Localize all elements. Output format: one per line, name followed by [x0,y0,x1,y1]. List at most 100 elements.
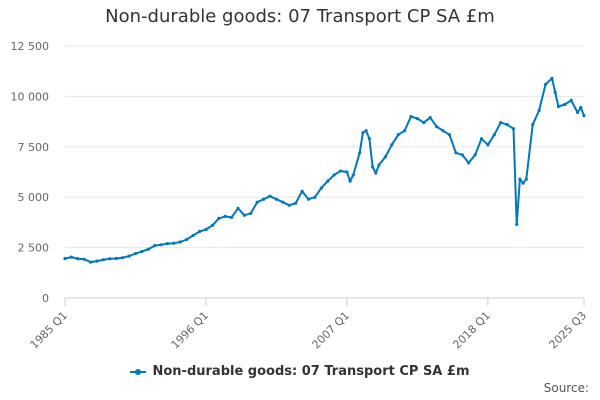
data-point [348,179,352,183]
x-tick-label: 2007 Q1 [310,309,353,352]
data-point [454,151,458,155]
data-point [313,195,317,199]
series-layer [63,76,586,264]
x-tick-label: 1985 Q1 [28,309,71,352]
x-tick-label: 2025 Q3 [547,309,590,352]
data-point [374,171,378,175]
data-point [249,211,253,215]
data-point [76,257,80,261]
data-point [223,214,227,218]
data-point [479,137,484,141]
data-point [358,151,362,155]
y-tick-label: 0 [42,292,49,305]
data-point [518,177,522,181]
data-point [287,203,291,207]
data-point [537,108,541,113]
data-point [390,143,394,147]
legend-label: Non-durable goods: 07 Transport CP SA £m [152,364,470,379]
y-tick-label: 10 000 [11,90,50,103]
data-point [153,244,157,248]
data-point [361,131,365,135]
data-point [544,82,548,86]
x-axis-tick-labels: 1985 Q1 1996 Q1 2007 Q1 2018 Q1 2025 Q3 [28,309,590,352]
data-point [300,189,304,193]
data-point [217,216,221,220]
data-point [367,137,371,141]
chart-title: Non-durable goods: 07 Transport CP SA £m [105,6,495,27]
data-point [63,256,67,261]
data-point [319,186,323,190]
grid-lines [65,45,584,249]
legend-swatch [130,366,147,378]
data-point [236,206,240,210]
data-point [351,173,355,177]
y-axis-tick-labels: 0 2 500 5 000 7 500 10 000 12 500 [11,40,50,305]
data-point [101,258,105,262]
data-point [556,104,561,109]
data-point [127,254,131,258]
data-point [499,121,503,125]
y-tick-label: 2 500 [18,242,50,255]
data-point [338,169,343,173]
data-point [326,179,330,183]
legend-item[interactable]: Non-durable goods: 07 Transport CP SA £m [130,364,470,379]
data-point [242,213,246,217]
data-point [210,223,214,227]
y-tick-label: 12 500 [11,40,50,53]
data-point [396,133,400,137]
data-point [294,201,298,205]
data-point [428,116,432,120]
data-point [550,76,554,80]
x-axis [64,297,585,306]
data-point [579,105,583,110]
data-point [140,250,144,254]
data-point [531,123,535,127]
data-point [377,163,381,167]
data-point [511,127,516,131]
data-point [69,255,73,259]
data-point [262,197,266,201]
data-point [364,129,368,133]
data-point [569,98,573,102]
data-point [191,233,195,238]
data-point [268,194,272,198]
data-point [121,256,125,260]
y-tick-label: 5 000 [18,191,50,204]
series-line [64,77,585,264]
data-point [204,227,208,232]
data-point [159,243,163,247]
data-point [582,114,586,118]
data-point [409,115,413,119]
data-point [524,177,528,181]
data-point [383,155,387,159]
data-point [435,125,439,129]
data-point [473,153,477,157]
data-point [198,229,202,234]
data-point [95,259,99,263]
data-point [576,110,580,115]
data-point [185,237,189,242]
legend[interactable]: Non-durable goods: 07 Transport CP SA £m [0,364,600,382]
source-label: Source: [543,381,589,395]
x-tick-label: 2018 Q1 [450,309,493,352]
y-tick-label: 7 500 [18,141,50,154]
data-point [486,143,490,147]
data-point [306,197,311,201]
data-point [505,123,509,127]
data-point [521,181,525,185]
data-point [82,257,86,261]
data-point [146,247,150,251]
data-point [467,161,471,165]
data-point [441,129,445,133]
x-tick-label: 1996 Q1 [169,309,212,352]
data-point [89,260,93,264]
data-point [345,170,349,174]
data-point [255,200,259,204]
data-point [172,241,176,245]
data-point [230,215,234,219]
data-point [274,197,278,201]
data-point [415,117,419,121]
data-point [165,242,170,246]
data-point [563,102,567,107]
